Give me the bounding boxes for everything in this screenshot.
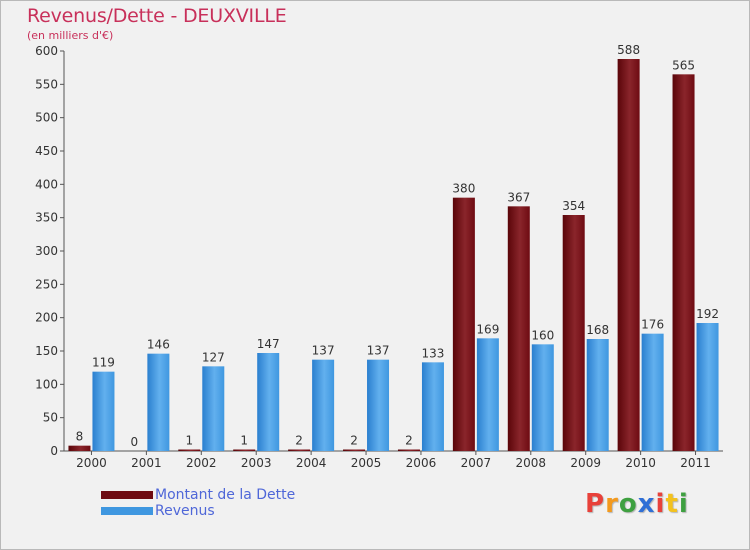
- bar-revenue-2007: [476, 338, 499, 451]
- y-tick-label: 350: [35, 211, 58, 225]
- data-label-revenue: 127: [202, 350, 225, 364]
- x-tick-label: 2007: [461, 456, 492, 470]
- y-tick-label: 0: [50, 444, 58, 458]
- legend-label-debt: Montant de la Dette: [155, 487, 296, 503]
- x-tick-label: 2008: [516, 456, 547, 470]
- data-label-revenue: 169: [476, 322, 499, 336]
- data-label-revenue: 133: [422, 346, 445, 360]
- y-tick-label: 100: [35, 377, 58, 391]
- logo-letter: x: [637, 489, 656, 519]
- axes: [60, 50, 723, 455]
- y-tick-label: 150: [35, 344, 58, 358]
- bar-debt-2003: [233, 449, 256, 451]
- chart-title: Revenus/Dette - DEUXVILLE: [27, 5, 287, 27]
- bar-debt-2002: [178, 449, 201, 451]
- bar-revenue-2000: [92, 371, 115, 451]
- legend-swatch-debt: [101, 491, 153, 499]
- bar-revenue-2011: [696, 323, 719, 451]
- bar-revenue-2001: [147, 353, 170, 451]
- data-label-debt: 2: [405, 434, 413, 448]
- data-label-debt: 354: [562, 199, 585, 213]
- bar-revenue-2008: [531, 344, 554, 451]
- data-label-revenue: 147: [257, 337, 280, 351]
- bar-debt-2005: [343, 449, 366, 451]
- x-tick-label: 2011: [680, 456, 711, 470]
- bar-debt-2004: [288, 449, 311, 451]
- y-tick-label: 400: [35, 177, 58, 191]
- bars: [68, 59, 719, 451]
- data-label-debt: 1: [185, 434, 193, 448]
- y-tick-label: 600: [35, 44, 58, 58]
- bar-debt-2007: [452, 197, 475, 451]
- data-label-debt: 8: [76, 430, 84, 444]
- logo-letter: i: [678, 489, 689, 519]
- legend-item-debt: Montant de la Dette: [101, 487, 295, 503]
- x-tick-label: 2009: [570, 456, 601, 470]
- proxiti-logo: Proxiti: [585, 489, 689, 519]
- bar-debt-2000: [68, 445, 91, 451]
- logo-letter: o: [618, 489, 638, 519]
- data-label-debt: 1: [240, 434, 248, 448]
- data-label-revenue: 176: [641, 318, 664, 332]
- chart-subtitle: (en milliers d'€): [27, 29, 114, 42]
- data-label-debt: 367: [507, 190, 530, 204]
- logo-letter: i: [655, 489, 666, 519]
- y-tick-label: 250: [35, 277, 58, 291]
- y-tick-label: 200: [35, 311, 58, 325]
- x-tick-label: 2001: [131, 456, 162, 470]
- data-label-debt: 2: [295, 434, 303, 448]
- bar-revenue-2002: [202, 366, 225, 451]
- bar-revenue-2005: [367, 359, 390, 451]
- x-tick-label: 2002: [186, 456, 217, 470]
- y-tick-label: 300: [35, 244, 58, 258]
- logo-letter: P: [585, 489, 606, 519]
- y-tick-label: 500: [35, 111, 58, 125]
- logo-letter: r: [605, 489, 619, 519]
- data-label-revenue: 160: [531, 328, 554, 342]
- legend-item-revenue: Revenus: [101, 503, 215, 519]
- data-label-debt: 565: [672, 58, 695, 72]
- bar-debt-2011: [672, 74, 695, 451]
- y-tick-label: 50: [43, 411, 58, 425]
- data-label-revenue: 168: [586, 323, 609, 337]
- x-tick-label: 2006: [406, 456, 437, 470]
- x-tick-label: 2010: [625, 456, 656, 470]
- legend-swatch-revenue: [101, 507, 153, 515]
- bar-debt-2006: [397, 449, 420, 451]
- y-tick-label: 450: [35, 144, 58, 158]
- data-label-revenue: 137: [312, 344, 335, 358]
- data-label-revenue: 137: [367, 344, 390, 358]
- bar-revenue-2006: [421, 362, 444, 451]
- x-tick-label: 2004: [296, 456, 327, 470]
- data-label-revenue: 146: [147, 338, 170, 352]
- data-label-debt: 2: [350, 434, 358, 448]
- logo-letter: t: [665, 489, 679, 519]
- data-label-debt: 588: [617, 43, 640, 57]
- legend-label-revenue: Revenus: [155, 503, 215, 519]
- data-label-debt: 0: [131, 435, 139, 449]
- data-label-revenue: 119: [92, 356, 115, 370]
- bar-revenue-2004: [312, 359, 335, 451]
- y-tick-label: 550: [35, 77, 58, 91]
- data-label-debt: 380: [452, 182, 475, 196]
- data-label-revenue: 192: [696, 307, 719, 321]
- bar-revenue-2003: [257, 353, 280, 451]
- bar-debt-2009: [562, 215, 585, 451]
- labels: 0 50 100 150 200 250 300 350 400 450 500 550 600 2000…: [35, 43, 719, 470]
- bar-revenue-2010: [641, 333, 664, 451]
- x-tick-label: 2000: [76, 456, 107, 470]
- bar-debt-2008: [507, 206, 530, 451]
- bar-revenue-2009: [586, 339, 609, 451]
- x-tick-label: 2005: [351, 456, 382, 470]
- bar-debt-2010: [617, 59, 640, 451]
- x-tick-label: 2003: [241, 456, 272, 470]
